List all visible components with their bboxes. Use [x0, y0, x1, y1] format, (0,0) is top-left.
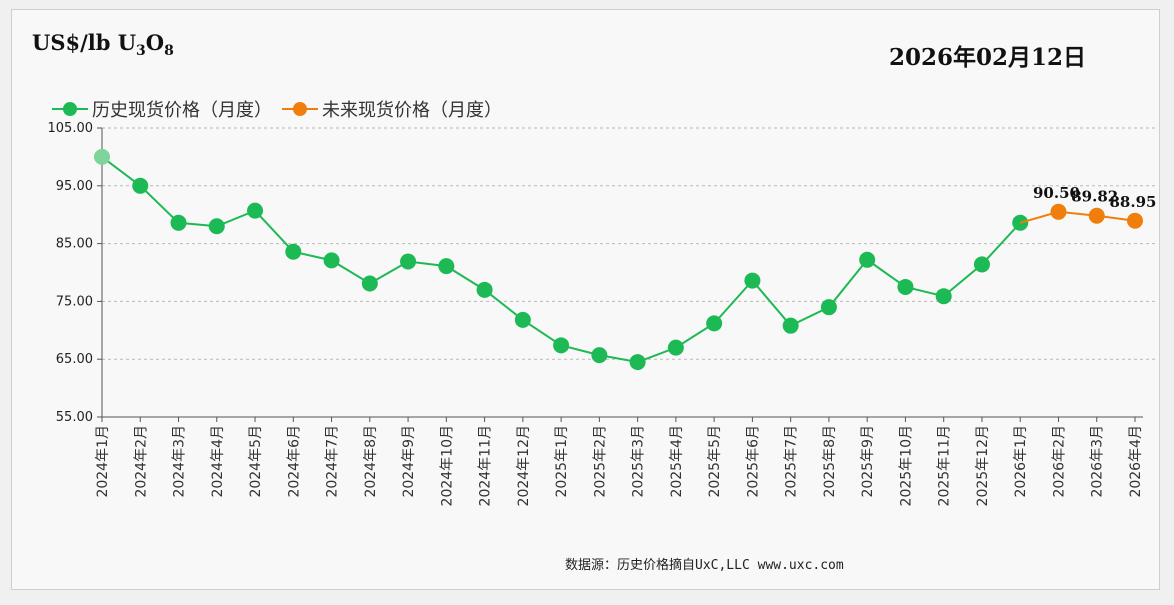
x-tick-label: 2026年1月: [1013, 425, 1029, 498]
y-tick-label: 55.00: [56, 410, 93, 425]
historical-point: [935, 288, 952, 305]
y-tick-label: 65.00: [56, 352, 93, 367]
historical-point: [897, 278, 914, 295]
forecast-data-label: 89.82: [1071, 188, 1118, 206]
legend-label-forecast: 未来现货价格（月度）: [322, 100, 502, 121]
forecast-data-label: 88.95: [1110, 193, 1157, 211]
historical-point: [247, 202, 264, 219]
historical-point: [438, 258, 455, 275]
series-line-historical: [101, 156, 1021, 364]
legend: 历史现货价格（月度） 未来现货价格（月度）: [52, 96, 512, 122]
x-tick-label: 2024年5月: [248, 425, 264, 498]
series-line-forecast: [1019, 210, 1136, 224]
x-tick-label: 2024年8月: [363, 425, 379, 498]
historical-point: [323, 252, 340, 269]
x-tick-label: 2025年6月: [745, 425, 761, 498]
legend-swatch-forecast: [282, 102, 318, 116]
data-source-note: 数据源：历史价格摘自UxC,LLC www.uxc.com: [565, 558, 844, 573]
x-tick-label: 2024年2月: [133, 425, 149, 498]
legend-label-historical: 历史现货价格（月度）: [92, 100, 272, 121]
x-tick-label: 2024年11月: [478, 425, 494, 506]
historical-point: [476, 281, 493, 298]
historical-point: [170, 214, 187, 231]
forecast-point: [1088, 207, 1105, 224]
x-tick-label: 2024年3月: [172, 425, 188, 498]
legend-item-forecast[interactable]: 未来现货价格（月度）: [282, 96, 502, 122]
x-tick-label: 2024年9月: [401, 425, 417, 498]
x-tick-label: 2025年1月: [554, 425, 570, 498]
x-tick-label: 2026年4月: [1128, 425, 1144, 498]
historical-point: [973, 256, 990, 273]
report-date: 2026年02月12日: [888, 44, 1086, 71]
x-tick-label: 2024年7月: [325, 425, 341, 498]
chart-frame: [11, 9, 1160, 590]
x-tick-label: 2025年3月: [631, 425, 647, 498]
historical-point: [285, 243, 302, 260]
y-tick-label: 95.00: [56, 179, 93, 194]
x-tick-label: 2025年4月: [669, 425, 685, 498]
historical-point: [820, 299, 837, 316]
x-tick-label: 2024年4月: [210, 425, 226, 498]
x-tick-label: 2024年1月: [95, 425, 111, 498]
historical-point: [1012, 214, 1029, 231]
x-tick-label: 2026年2月: [1051, 425, 1067, 498]
historical-point: [208, 218, 225, 235]
y-unit-label: US$/lb U3O8: [32, 30, 174, 60]
forecast-data-label: 90.50: [1033, 184, 1080, 202]
forecast-point: [1127, 212, 1143, 229]
y-tick-label: 75.00: [56, 294, 93, 309]
x-tick-label: 2025年7月: [784, 425, 800, 498]
historical-point: [132, 177, 149, 194]
x-tick-label: 2024年10月: [439, 425, 455, 506]
historical-point: [629, 354, 646, 371]
forecast-point: [1050, 203, 1067, 220]
historical-point: [400, 253, 417, 270]
legend-item-historical[interactable]: 历史现货价格（月度）: [52, 96, 272, 122]
historical-point: [553, 337, 570, 354]
x-tick-label: 2025年11月: [937, 425, 953, 506]
historical-point: [744, 272, 761, 289]
historical-point: [591, 347, 608, 364]
x-tick-label: 2025年12月: [975, 425, 991, 506]
historical-point: [782, 317, 799, 334]
x-tick-label: 2024年12月: [516, 425, 532, 506]
x-tick-label: 2026年3月: [1090, 425, 1106, 498]
x-tick-label: 2024年6月: [286, 425, 302, 498]
y-tick-label: 85.00: [56, 237, 93, 252]
historical-point: [859, 251, 876, 268]
x-tick-label: 2025年9月: [860, 425, 876, 498]
x-tick-label: 2025年8月: [822, 425, 838, 498]
historical-point: [361, 275, 378, 292]
legend-swatch-historical: [52, 102, 88, 116]
historical-point: [94, 148, 110, 165]
historical-point: [667, 339, 684, 356]
y-tick-label: 105.00: [48, 121, 94, 136]
x-tick-label: 2025年10月: [898, 425, 914, 506]
historical-point: [706, 315, 723, 332]
x-tick-label: 2025年5月: [707, 425, 723, 498]
x-tick-label: 2025年2月: [592, 425, 608, 498]
historical-point: [514, 311, 531, 328]
